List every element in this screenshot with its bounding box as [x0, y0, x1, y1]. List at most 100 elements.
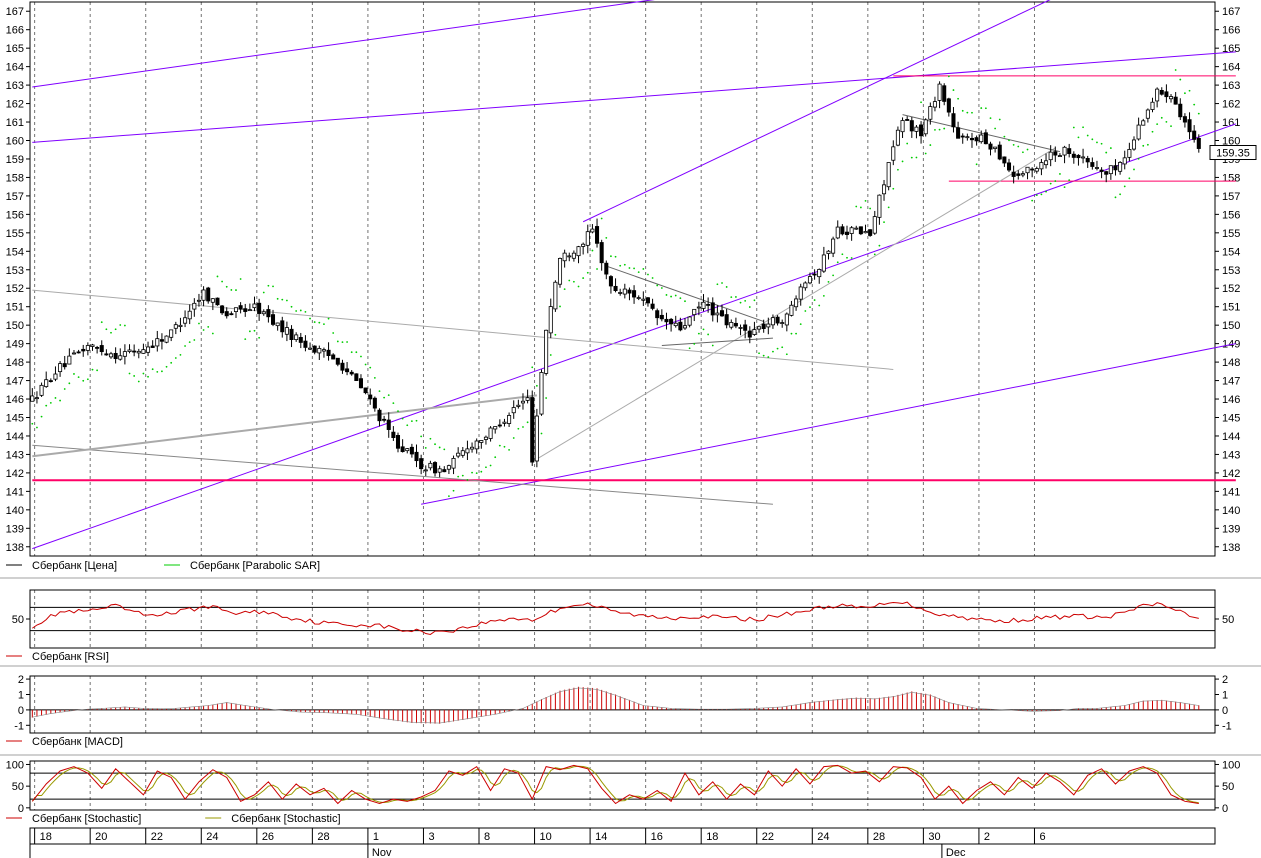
rsi-panel: 50 50 Сбербанк [RSI]	[6, 589, 1234, 663]
candle-body	[1085, 158, 1090, 163]
sar-point	[1142, 144, 1145, 147]
candle-body	[460, 450, 465, 456]
candle-body	[122, 351, 127, 357]
candle-body	[585, 231, 590, 246]
sar-point	[526, 421, 529, 424]
sar-point	[239, 278, 242, 280]
candle-body	[1173, 96, 1178, 105]
candle-body	[770, 317, 775, 326]
candle-body	[58, 363, 63, 373]
sar-point	[957, 97, 959, 100]
sar-point	[998, 118, 1001, 121]
sar-point	[1086, 134, 1089, 137]
sar-point	[605, 236, 608, 239]
sar-point	[614, 255, 617, 258]
sar-point	[929, 144, 932, 146]
candle-body	[877, 194, 882, 218]
sar-point	[434, 443, 436, 446]
candle-body	[363, 387, 368, 394]
sar-point	[424, 447, 427, 449]
candle-body	[1145, 109, 1150, 119]
sar-point	[721, 282, 723, 284]
candle-body	[738, 327, 743, 329]
candle-body	[757, 326, 762, 330]
sar-point	[716, 283, 719, 286]
price-y-label-right: 148	[1222, 357, 1240, 369]
candle-body	[257, 302, 262, 314]
candle-body	[284, 327, 289, 335]
candle-body	[164, 335, 169, 343]
sar-point	[883, 221, 885, 224]
sar-point	[947, 75, 950, 78]
sar-point	[299, 309, 302, 312]
candle-body	[951, 113, 956, 128]
candle-body	[914, 126, 919, 132]
sar-point	[577, 285, 580, 288]
sar-point	[582, 277, 585, 279]
price-y-label-right: 152	[1222, 283, 1240, 295]
price-y-label-right: 165	[1222, 43, 1240, 55]
candle-body	[1011, 171, 1016, 177]
candle-body	[224, 311, 229, 317]
candle-body	[183, 317, 188, 324]
sar-point	[975, 163, 978, 166]
sar-point	[642, 268, 645, 270]
sar-point	[508, 448, 510, 451]
candle-body	[1076, 154, 1081, 159]
candle-body	[377, 409, 382, 422]
sar-point	[373, 376, 376, 379]
candle-body	[1071, 153, 1076, 158]
candle-body	[979, 134, 984, 143]
candle-body	[1113, 165, 1118, 171]
sar-point	[193, 339, 196, 341]
candle-body	[636, 297, 641, 299]
sar-point	[420, 435, 423, 438]
candle-body	[988, 143, 993, 150]
price-y-label-left: 154	[6, 246, 24, 258]
sar-point	[156, 370, 159, 373]
sar-point	[123, 324, 126, 327]
candle-body	[659, 314, 664, 320]
price-y-label-left: 150	[6, 320, 24, 332]
candle-body	[252, 303, 257, 309]
candle-body	[595, 226, 600, 244]
date-axis-frame	[29, 827, 1216, 845]
price-y-label-right: 139	[1222, 523, 1240, 535]
sar-point	[637, 271, 640, 274]
sar-point	[984, 107, 987, 110]
candle-body	[1081, 156, 1086, 159]
sar-point	[818, 304, 821, 307]
candle-body	[724, 314, 729, 326]
sar-point	[586, 271, 589, 274]
sar-point	[1003, 135, 1006, 138]
candle-body	[446, 465, 451, 470]
macd-y-label-right: 0	[1222, 705, 1228, 717]
price-y-label-left: 144	[6, 431, 24, 443]
sar-point	[309, 317, 311, 320]
stoch-y-label-left: 0	[18, 803, 24, 815]
sar-point	[1068, 179, 1071, 182]
candle-body	[206, 287, 211, 302]
candle-body	[502, 421, 507, 424]
sar-point	[119, 324, 122, 326]
sar-point	[36, 426, 38, 429]
candle-body	[238, 305, 243, 310]
candle-body	[539, 372, 544, 415]
sar-point	[1105, 151, 1108, 154]
price-y-label-left: 165	[6, 43, 24, 55]
sar-point	[54, 397, 57, 399]
candle-body	[831, 238, 836, 254]
candle-body	[326, 349, 331, 356]
sar-point	[248, 330, 251, 333]
sar-point	[461, 474, 464, 477]
candle-body	[201, 289, 206, 301]
candle-body	[692, 308, 697, 316]
sar-point	[31, 422, 34, 425]
candle-body	[81, 348, 86, 352]
candle-body	[210, 298, 215, 303]
price-y-label-right: 141	[1222, 486, 1240, 498]
candle-body	[849, 227, 854, 234]
candle-body	[571, 252, 576, 259]
candle-body	[576, 246, 581, 257]
